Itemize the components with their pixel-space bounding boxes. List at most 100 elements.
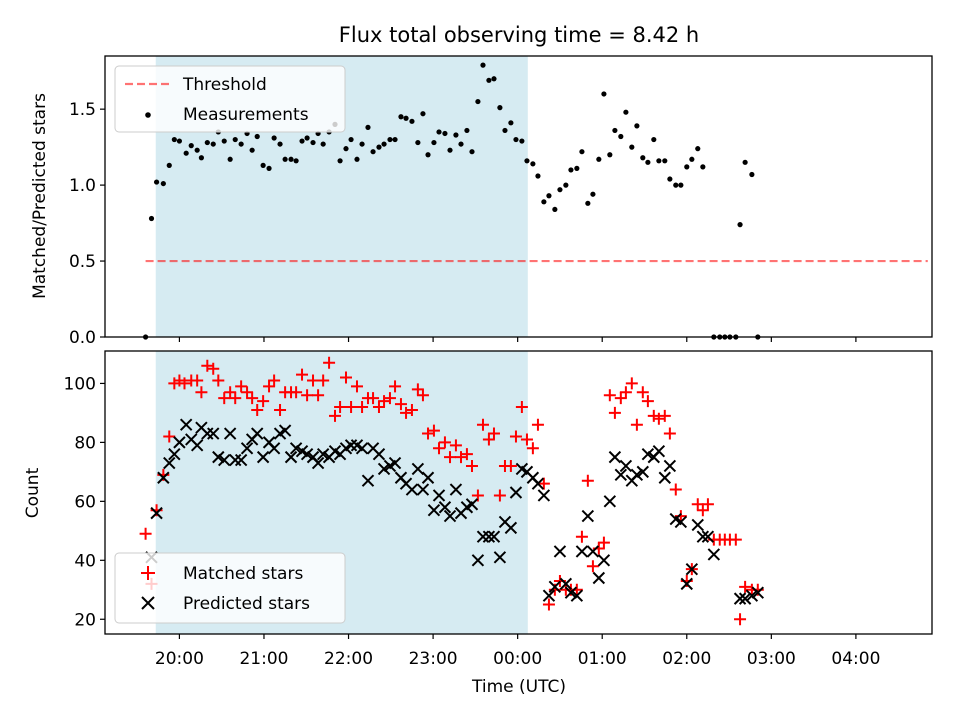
matched-star-point	[246, 392, 259, 405]
predicted-star-point	[284, 450, 298, 464]
legend-predicted-label: Predicted stars	[183, 594, 310, 614]
predicted-star-point	[240, 442, 254, 455]
measurement-point	[749, 171, 755, 178]
measurement-point	[392, 136, 398, 143]
matched-star-point	[350, 380, 363, 393]
measurement-point	[153, 179, 160, 185]
matched-star-point	[334, 401, 347, 414]
measurement-point	[530, 161, 536, 167]
measurement-point	[409, 118, 415, 124]
measurement-point	[337, 158, 343, 164]
predicted-star-point	[482, 530, 496, 543]
measurement-point	[436, 129, 442, 135]
measurement-point	[574, 165, 580, 171]
measurement-point	[204, 139, 210, 146]
top-x-axis-ticks	[178, 337, 857, 342]
matched-star-point	[411, 383, 424, 396]
matched-star-point	[658, 409, 671, 422]
chart-title: Flux total observing time = 8.42 h	[339, 23, 699, 47]
top-legend: Threshold Measurements	[114, 65, 346, 133]
predicted-star-point	[487, 530, 501, 543]
matched-star-point	[235, 380, 248, 393]
predicted-star-point	[614, 468, 628, 482]
predicted-star-point	[608, 450, 622, 464]
measurement-point	[238, 141, 244, 147]
matched-star-point	[139, 527, 152, 540]
measurement-point	[563, 182, 569, 188]
matched-star-point	[345, 401, 358, 414]
top-y-axis-ticks: 0.0 0.5 1.0 1.5	[69, 100, 105, 348]
legend-measurements-swatch	[145, 112, 151, 118]
measurement-point	[299, 138, 305, 144]
matched-star-point	[739, 580, 752, 593]
measurement-point	[210, 141, 216, 147]
predicted-star-point	[597, 554, 611, 567]
matched-star-point	[608, 406, 621, 419]
matched-star-point	[372, 401, 385, 414]
measurement-point	[376, 144, 382, 150]
bottom-legend-box	[114, 552, 346, 624]
predicted-star-point	[663, 459, 677, 473]
predicted-star-point	[680, 577, 693, 591]
measurement-point	[508, 120, 514, 126]
y-tick-label: 1.0	[69, 176, 96, 196]
matched-star-point	[400, 406, 413, 419]
matched-star-point	[691, 498, 704, 511]
measurement-point	[232, 136, 238, 143]
measurement-point	[585, 200, 591, 206]
predicted-star-point	[751, 586, 765, 599]
predicted-star-point	[701, 530, 715, 543]
matched-star-point	[301, 389, 314, 402]
measurement-point	[183, 150, 189, 156]
matched-star-point	[274, 403, 287, 416]
predicted-star-point	[465, 498, 479, 511]
matched-star-point	[531, 418, 544, 431]
predicted-star-point	[592, 571, 606, 585]
predicted-star-point	[691, 518, 704, 532]
measurement-point	[343, 146, 349, 152]
measurement-point	[403, 115, 409, 121]
predicted-star-point	[212, 450, 225, 464]
predicted-star-point	[251, 427, 264, 440]
x-tick-label: 21:00	[239, 649, 288, 669]
predicted-star-point	[586, 545, 600, 558]
measurement-point	[469, 149, 475, 155]
predicted-star-point	[427, 503, 441, 517]
measurement-points	[142, 62, 761, 340]
predicted-star-point	[411, 462, 425, 476]
matched-star-point	[619, 386, 632, 399]
measurement-point	[502, 127, 508, 134]
matched-star-point	[734, 613, 747, 626]
measurement-point	[645, 159, 651, 165]
predicted-star-point	[738, 592, 752, 605]
legend-matched-swatch	[141, 566, 155, 580]
predicted-star-point	[581, 509, 595, 523]
matched-star-point	[630, 418, 643, 431]
measurement-point	[678, 182, 684, 188]
measurement-point	[398, 114, 404, 120]
measurement-point	[221, 138, 227, 144]
matched-star-point	[729, 533, 742, 546]
matched-star-point	[263, 380, 276, 393]
x-tick-label: 00:00	[493, 649, 542, 669]
measurement-point	[188, 143, 194, 149]
measurement-point	[590, 191, 596, 197]
matched-star-point	[173, 374, 186, 387]
measurement-point	[552, 206, 558, 213]
legend-predicted-swatch	[141, 596, 155, 610]
matched-star-point	[178, 377, 191, 390]
predicted-star-point	[150, 506, 163, 520]
matched-star-point	[296, 368, 309, 381]
predicted-star-point	[707, 548, 721, 561]
measurement-point	[320, 141, 326, 147]
measurement-point	[684, 164, 690, 170]
predicted-star-point	[745, 589, 759, 602]
matched-star-point	[329, 409, 342, 422]
predicted-star-point	[652, 445, 666, 458]
measurement-point	[425, 152, 431, 158]
measurement-point	[695, 146, 701, 152]
measurement-point	[464, 127, 470, 134]
legend-measurements-label: Measurements	[183, 105, 309, 125]
predicted-star-point	[570, 589, 584, 602]
measurement-point	[497, 105, 503, 111]
